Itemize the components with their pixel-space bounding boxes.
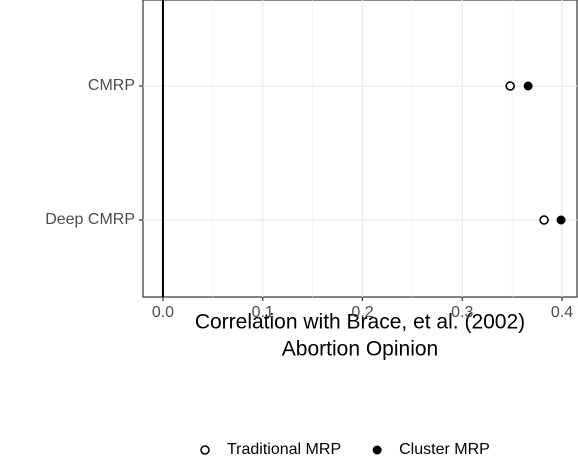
point <box>539 215 549 225</box>
legend-label: Cluster MRP <box>399 441 490 458</box>
x-tick-label: 0.2 <box>351 304 373 321</box>
x-axis-title: Abortion Opinion <box>282 338 438 361</box>
panel-border <box>142 0 578 298</box>
point <box>523 81 533 91</box>
x-tick-label: 0.3 <box>451 304 473 321</box>
point <box>556 215 566 225</box>
x-tick-label: 0.4 <box>551 304 573 321</box>
legend-key <box>372 445 382 455</box>
y-tick-label: Deep CMRP <box>45 211 135 228</box>
x-tick-label: 0.0 <box>152 304 174 321</box>
x-tick-label: 0.1 <box>252 304 274 321</box>
point <box>505 81 515 91</box>
y-tick-label: CMRP <box>88 77 135 94</box>
legend-key <box>200 445 210 455</box>
x-axis-title: Correlation with Brace, et al. (2002) <box>195 311 525 334</box>
legend-label: Traditional MRP <box>227 441 341 458</box>
